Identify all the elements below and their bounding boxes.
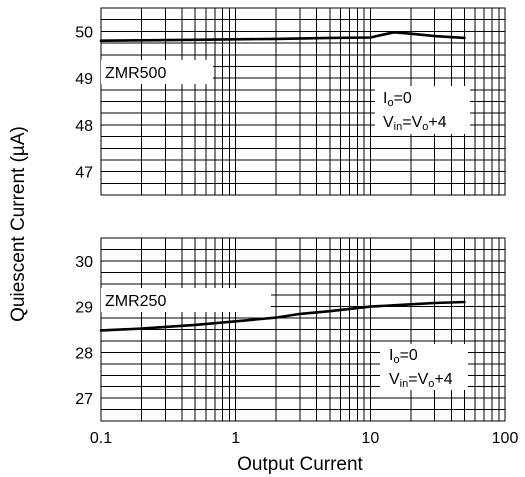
y-axis-label: Quiescent Current (µA) <box>8 126 29 322</box>
y-tick-label: 28 <box>75 345 93 362</box>
zmr500-y-ticks: 50 49 48 47 <box>75 24 93 181</box>
y-tick-label: 27 <box>75 391 93 408</box>
y-tick-label: 30 <box>75 254 93 271</box>
zmr250-condition-io: Io=0 <box>389 347 418 366</box>
zmr500-conditions-bg <box>375 86 470 134</box>
zmr250-condition-vin: Vin=Vo+4 <box>389 371 453 390</box>
zmr500-label-bg <box>101 60 213 84</box>
x-tick-labels: 0.1 1 10 100 <box>90 430 519 447</box>
plot-frame <box>100 7 506 196</box>
x-tick-label: 0.1 <box>90 430 112 447</box>
zmr250-y-ticks: 30 29 28 27 <box>75 254 93 408</box>
y-tick-label: 47 <box>75 165 93 182</box>
zmr500-condition-vin: Vin=Vo+4 <box>383 114 447 133</box>
zmr500-condition-io: Io=0 <box>383 90 412 109</box>
y-tick-label: 48 <box>75 118 93 135</box>
y-tick-label: 29 <box>75 300 93 317</box>
zmr500-curve-layer <box>99 30 466 42</box>
y-tick-label: 50 <box>75 24 93 41</box>
x-tick-label: 10 <box>361 430 379 447</box>
series-line-zmr500 <box>99 30 466 42</box>
zmr250-conditions-bg <box>380 344 468 390</box>
zmr250-panel: ZMR250 Io=0 Vin=Vo+4 30 29 28 27 <box>75 237 506 422</box>
zmr250-label-bg <box>101 288 271 312</box>
zmr250-label: ZMR250 <box>105 293 166 310</box>
x-axis-label: Output Current <box>237 454 363 475</box>
zmr250-grid <box>100 237 506 422</box>
zmr250-curve-layer <box>99 300 466 332</box>
zmr500-panel: ZMR500 Io=0 Vin=Vo+4 50 49 48 47 <box>75 7 506 196</box>
x-tick-label: 1 <box>231 430 240 447</box>
zmr500-label: ZMR500 <box>105 65 166 82</box>
y-tick-label: 49 <box>75 71 93 88</box>
series-line-zmr250 <box>99 300 466 332</box>
x-tick-label: 100 <box>492 430 519 447</box>
